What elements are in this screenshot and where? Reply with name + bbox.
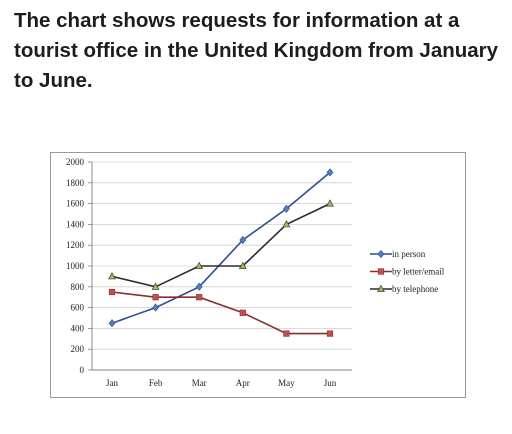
x-tick-label: May: [278, 378, 295, 388]
data-point-by-telephone: [238, 261, 247, 269]
legend-label: by letter/email: [392, 267, 445, 277]
y-tick-label: 0: [80, 365, 85, 375]
data-point-by-letter-email: [108, 288, 116, 296]
y-tick-label: 600: [71, 303, 85, 313]
axes: [88, 161, 352, 371]
data-point-by-letter-email: [239, 309, 246, 316]
series-line-by-letter-email: [111, 291, 330, 335]
y-tick-label: 400: [71, 323, 85, 333]
chart-frame: [50, 152, 466, 398]
legend-label: in person: [392, 249, 426, 259]
data-point-by-telephone: [151, 282, 160, 290]
legend-label: by telephone: [392, 284, 438, 294]
x-tick-label: Jan: [106, 378, 118, 388]
series-line-by-telephone: [111, 202, 331, 288]
page-title: The chart shows requests for information…: [14, 9, 499, 92]
data-point-in-person: [152, 303, 159, 312]
y-tick-label: 1800: [66, 178, 85, 188]
data-point-by-telephone: [195, 261, 204, 269]
y-tick-label: 200: [71, 344, 85, 354]
data-point-by-telephone: [108, 272, 116, 280]
gridlines: [92, 161, 352, 350]
data-point-by-letter-email: [196, 294, 203, 301]
y-tick-labels: 0 200 400 600 800 1000 1200 1400 1600 1800 2000: [66, 157, 85, 375]
y-tick-label: 1200: [66, 240, 85, 250]
data-point-in-person: [326, 168, 334, 177]
legend: in person by letter/email by telephone: [370, 249, 445, 294]
x-tick-label: Mar: [192, 378, 207, 388]
series-line-in-person: [111, 171, 331, 324]
data-point-in-person: [108, 319, 116, 328]
y-tick-label: 1400: [66, 219, 85, 229]
data-point-by-letter-email: [326, 330, 334, 337]
data-point-by-telephone: [326, 199, 334, 207]
data-point-by-letter-email: [152, 294, 159, 301]
data-point-in-person: [239, 235, 247, 245]
y-tick-label: 2000: [66, 157, 85, 167]
legend-marker-by-letter-email: [377, 268, 385, 275]
y-tick-label: 800: [71, 282, 85, 292]
x-tick-labels: Jan Feb Mar Apr May Jun: [106, 378, 337, 388]
data-point-in-person: [283, 204, 290, 213]
data-point-by-letter-email: [283, 330, 290, 337]
legend-marker-in-person: [377, 249, 385, 259]
x-tick-label: Jun: [324, 378, 337, 388]
data-point-in-person: [195, 282, 203, 291]
legend-marker-by-telephone: [377, 284, 385, 292]
x-tick-label: Feb: [149, 378, 163, 388]
y-tick-label: 1000: [66, 261, 85, 271]
series-lines: [108, 168, 334, 337]
y-tick-label: 1600: [66, 199, 85, 209]
data-point-by-telephone: [282, 220, 291, 228]
x-tick-label: Apr: [236, 378, 250, 388]
